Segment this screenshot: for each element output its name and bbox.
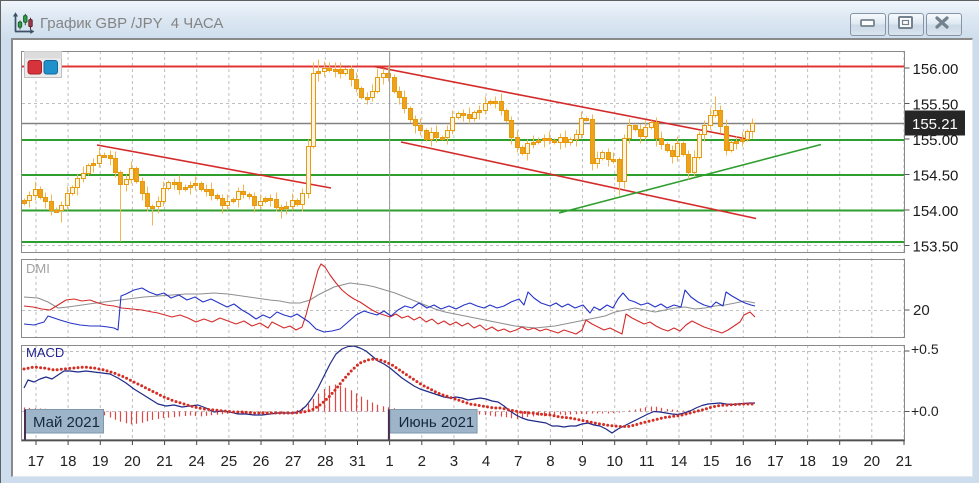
svg-text:155.00: 155.00 bbox=[913, 132, 959, 149]
svg-text:19: 19 bbox=[92, 453, 109, 470]
svg-text:3: 3 bbox=[450, 453, 458, 470]
svg-text:17: 17 bbox=[28, 453, 45, 470]
svg-text:153.50: 153.50 bbox=[913, 239, 959, 256]
svg-text:26: 26 bbox=[253, 453, 270, 470]
svg-text:11: 11 bbox=[639, 453, 655, 470]
svg-text:15: 15 bbox=[703, 453, 720, 470]
svg-text:+0.0: +0.0 bbox=[911, 403, 939, 419]
svg-text:2: 2 bbox=[418, 453, 426, 470]
svg-text:21: 21 bbox=[156, 453, 173, 470]
svg-text:17: 17 bbox=[767, 453, 784, 470]
svg-text:DMI: DMI bbox=[26, 261, 50, 276]
svg-text:8: 8 bbox=[546, 453, 554, 470]
svg-text:20: 20 bbox=[913, 302, 930, 319]
svg-text:154.00: 154.00 bbox=[913, 203, 959, 220]
svg-text:31: 31 bbox=[349, 453, 366, 470]
svg-text:Июнь 2021: Июнь 2021 bbox=[399, 414, 475, 431]
svg-text:9: 9 bbox=[578, 453, 586, 470]
svg-text:20: 20 bbox=[863, 453, 880, 470]
svg-text:155.21: 155.21 bbox=[912, 116, 958, 133]
svg-text:27: 27 bbox=[285, 453, 302, 470]
svg-text:156.00: 156.00 bbox=[913, 61, 959, 78]
svg-text:Май 2021: Май 2021 bbox=[33, 414, 100, 431]
svg-text:20: 20 bbox=[124, 453, 141, 470]
svg-text:+0.5: +0.5 bbox=[911, 341, 939, 357]
svg-text:18: 18 bbox=[60, 453, 77, 470]
svg-text:14: 14 bbox=[671, 453, 688, 470]
svg-text:21: 21 bbox=[896, 453, 913, 470]
svg-text:10: 10 bbox=[606, 453, 623, 470]
svg-text:MACD: MACD bbox=[26, 345, 64, 360]
svg-text:16: 16 bbox=[735, 453, 752, 470]
svg-text:1: 1 bbox=[385, 453, 393, 470]
svg-text:154.50: 154.50 bbox=[913, 168, 959, 185]
svg-text:28: 28 bbox=[317, 453, 334, 470]
svg-text:7: 7 bbox=[514, 453, 522, 470]
svg-text:24: 24 bbox=[188, 453, 205, 470]
svg-text:19: 19 bbox=[831, 453, 848, 470]
svg-text:25: 25 bbox=[221, 453, 238, 470]
svg-text:4: 4 bbox=[482, 453, 490, 470]
svg-text:155.50: 155.50 bbox=[913, 97, 959, 114]
svg-text:18: 18 bbox=[799, 453, 816, 470]
